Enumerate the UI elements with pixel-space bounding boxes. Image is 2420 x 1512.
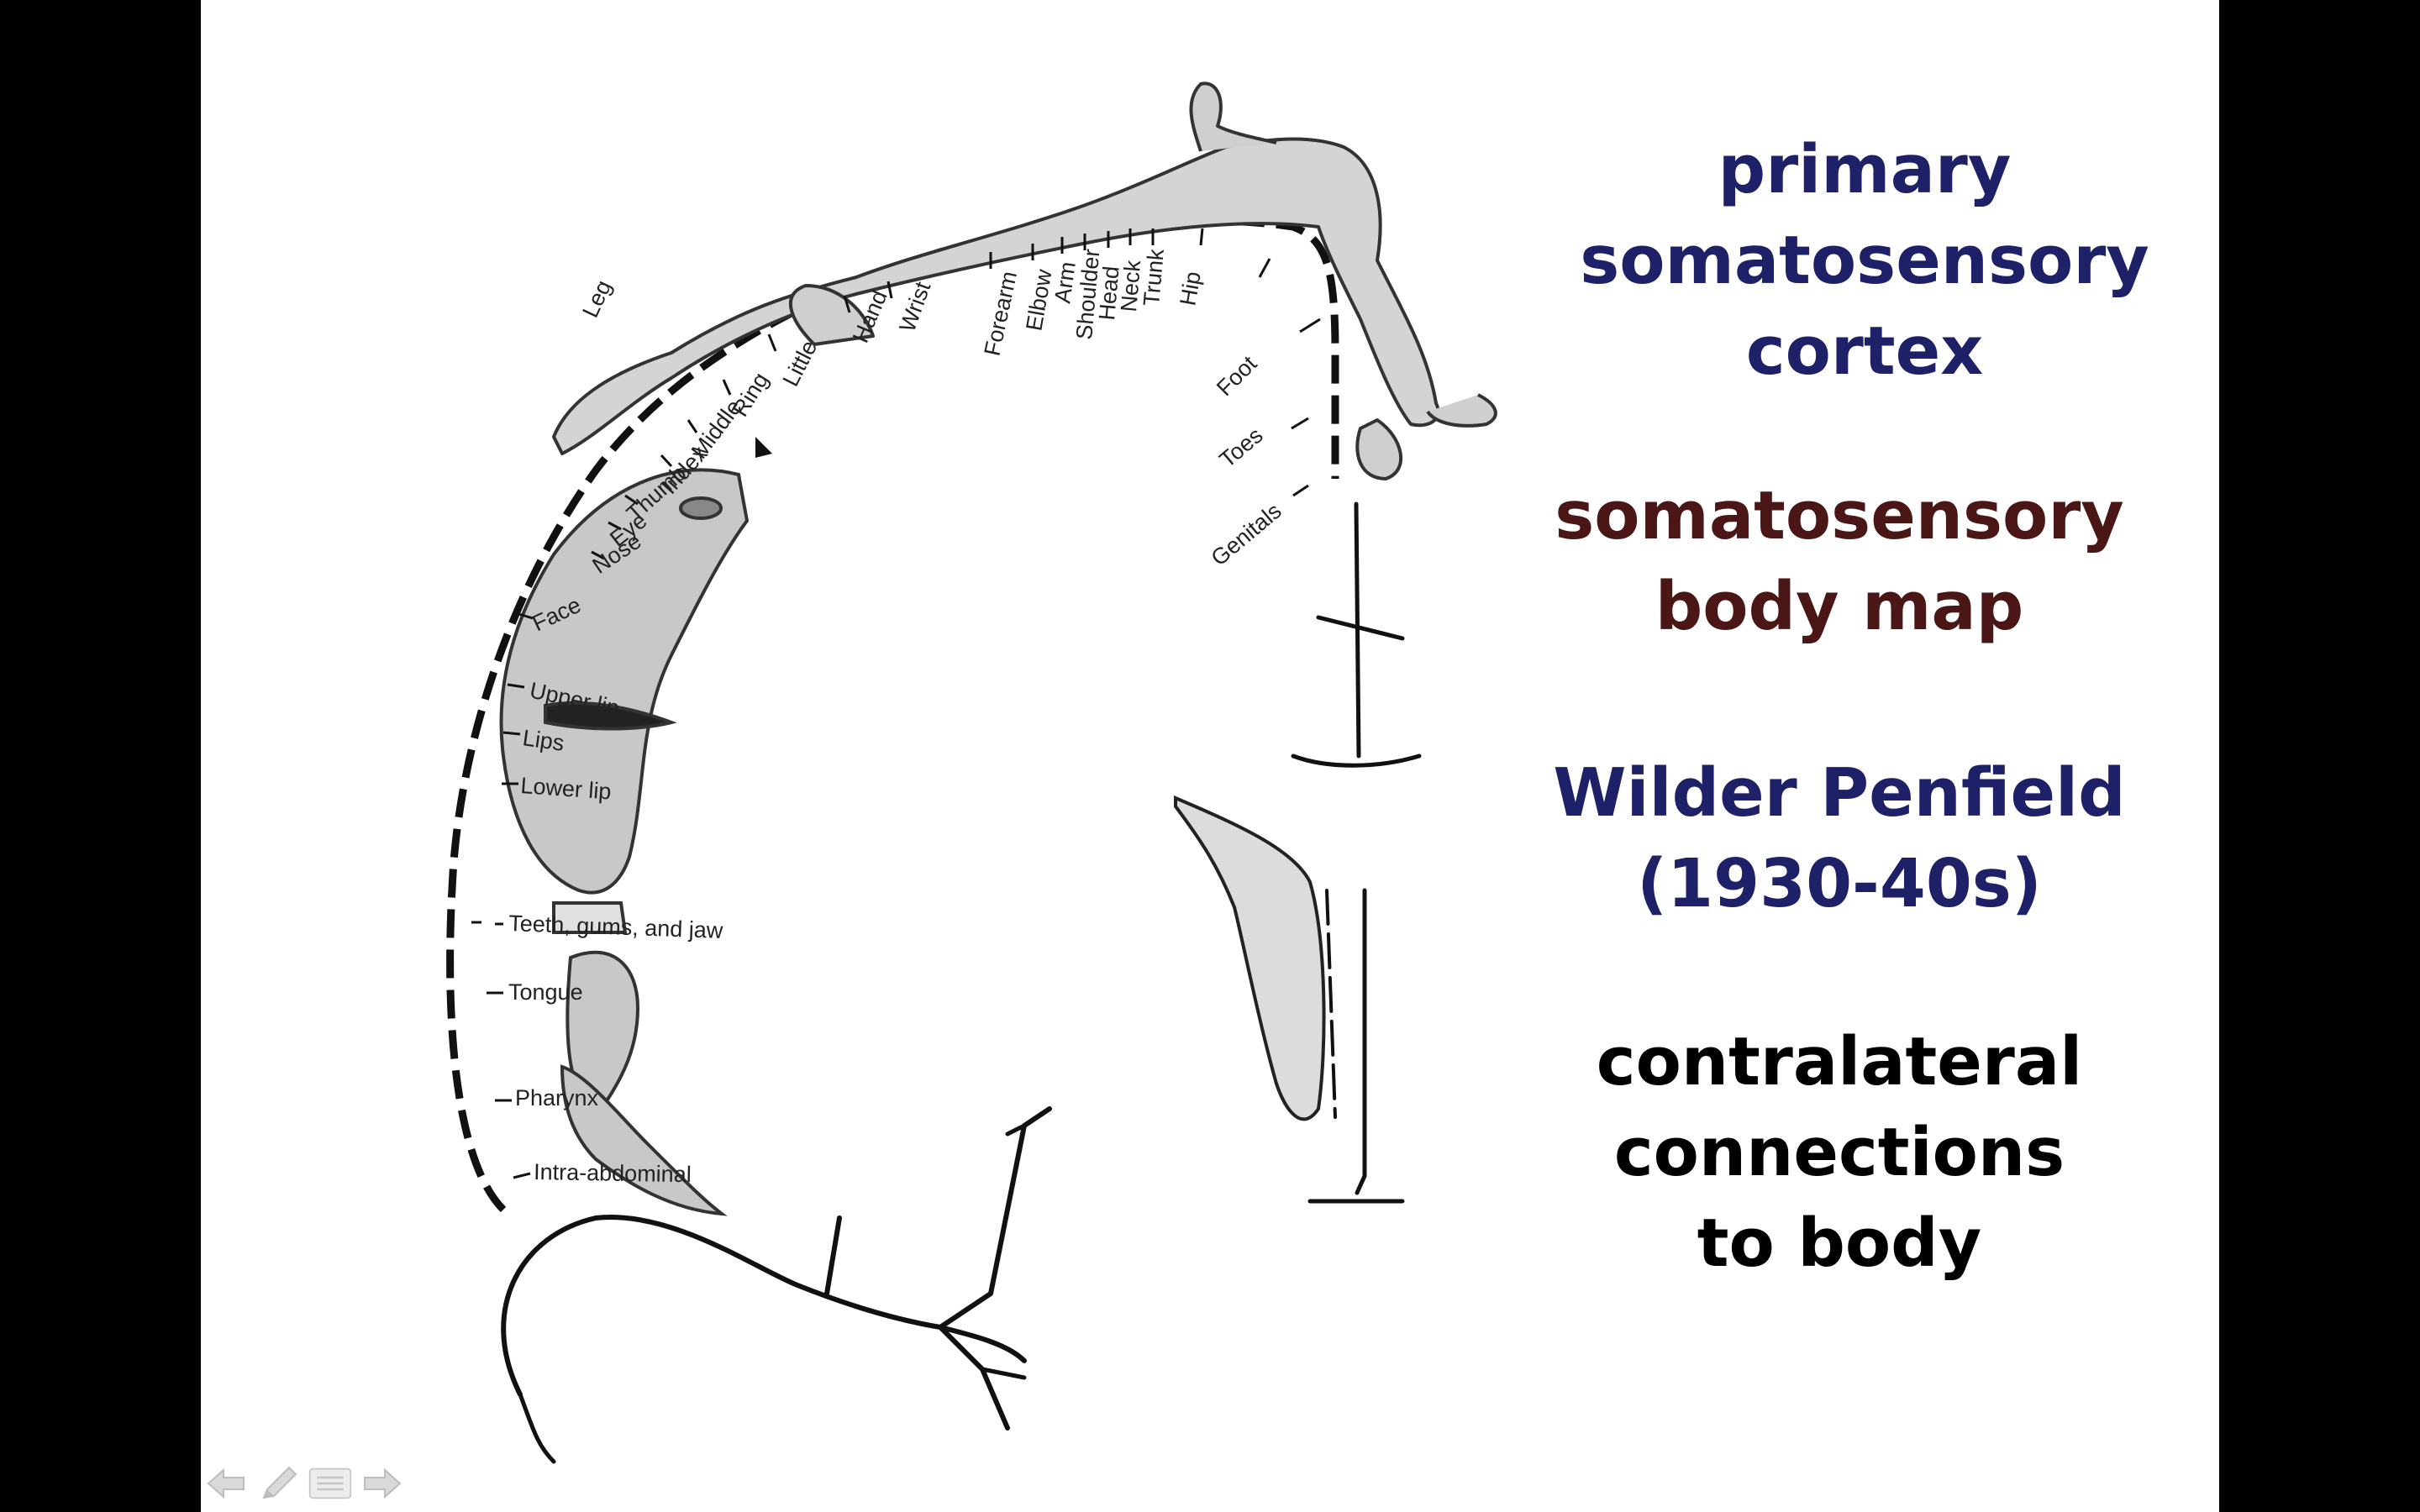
label-toes: Toes	[1215, 423, 1268, 473]
pencil-icon[interactable]	[256, 1463, 300, 1504]
label-genitals: Genitals	[1207, 498, 1286, 571]
label-arm: Arm	[1050, 260, 1081, 305]
label-little: Little	[778, 336, 823, 390]
label-trunk: Trunk	[1139, 248, 1169, 307]
note-contralateral-connections: contralateral connections to body	[1596, 1023, 2083, 1282]
homunculus-face	[499, 468, 750, 1216]
label-forearm: Forearm	[980, 269, 1023, 358]
arrow-right-icon[interactable]	[360, 1463, 404, 1504]
label-elbow: Elbow	[1021, 267, 1056, 333]
internal-capsule	[1174, 795, 1326, 1121]
arrow-left-icon[interactable]	[204, 1463, 248, 1504]
label-shoulder: Shoulder	[1071, 248, 1104, 340]
brain-outline	[501, 501, 1422, 1464]
label-pharynx: Pharynx	[515, 1085, 599, 1110]
label-neck: Neck	[1116, 259, 1145, 312]
homunculus-body	[552, 81, 1497, 480]
label-leg: Leg	[577, 276, 616, 322]
label-hip: Hip	[1175, 270, 1206, 307]
slide-controls	[204, 1458, 404, 1509]
label-lips: Lips	[521, 725, 566, 756]
menu-icon[interactable]	[308, 1463, 352, 1504]
homunculus-diagram: Genitals Toes Foot Leg Hip Trunk Neck He…	[446, 81, 1497, 1464]
title-primary-somatosensory-cortex: primary somatosensory cortex	[1580, 131, 2149, 390]
label-intra-abdominal: Intra-abdominal	[534, 1159, 692, 1187]
label-wrist: Wrist	[894, 278, 935, 335]
label-tongue: Tongue	[508, 979, 583, 1005]
label-head: Head	[1094, 265, 1124, 322]
subtitle-somatosensory-body-map: somatosensory body map	[1555, 477, 2124, 645]
label-foot: Foot	[1212, 350, 1262, 401]
label-ticks	[471, 228, 1321, 1179]
author-wilder-penfield: Wilder Penfield (1930-40s)	[1553, 754, 2126, 922]
slide: Genitals Toes Foot Leg Hip Trunk Neck He…	[201, 0, 2219, 1512]
hand-arrow	[755, 437, 772, 458]
label-teeth-gums-jaw: Teeth, gums, and jaw	[508, 911, 724, 943]
